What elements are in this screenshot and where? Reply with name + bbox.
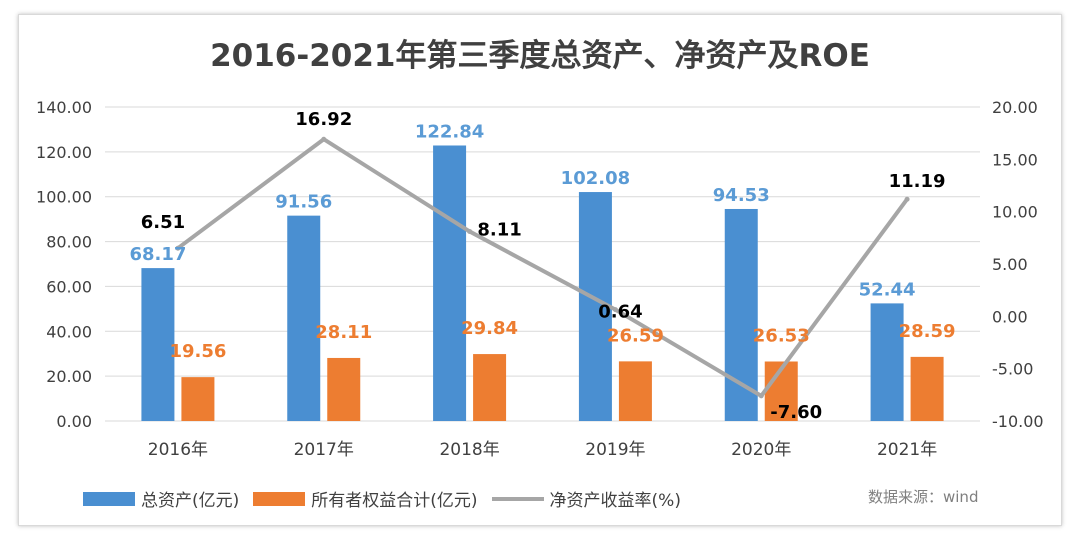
legend-item-roe: 净资产收益率(%) [491,486,681,511]
gridlines [105,106,980,422]
y-left-tick-label: 120.00 [36,143,92,162]
roe-point [612,307,618,313]
bar-equity [473,354,507,421]
data-label-equity: 29.84 [461,318,518,339]
data-label-total-assets: 122.84 [415,121,484,142]
roe-point [467,228,473,234]
legend-item-total-assets: 总资产(亿元) [83,486,239,511]
source-note: 数据来源：wind [868,488,979,506]
legend-label-total-assets: 总资产(亿元) [141,491,240,511]
y-right-tick-label: 20.00 [992,98,1038,117]
bar-equity [618,361,652,421]
x-tick-label: 2021年 [877,440,937,460]
data-label-equity: 28.59 [899,321,956,342]
data-label-equity: 19.56 [169,341,226,362]
bar-total-assets [870,303,904,421]
y-right-tick-label: 15.00 [992,150,1038,169]
legend-item-equity: 所有者权益合计(亿元) [253,486,478,511]
y-right-tick-label: -10.00 [992,412,1044,431]
legend-swatch-equity [253,491,306,506]
x-tick-label: 2016年 [148,440,208,460]
data-label-equity: 26.59 [607,325,664,346]
y-left-tick-label: 60.00 [46,277,92,296]
axis-ticks: 0.00 20.00 40.00 60.00 80.00 100.00 120.00 140.… [36,98,1044,460]
legend: 总资产(亿元) 所有者权益合计(亿元) 净资产收益率(%) [83,486,695,511]
data-label-roe: -7.60 [770,402,822,423]
data-label-total-assets: 52.44 [859,279,916,300]
y-left-tick-label: 20.00 [46,367,92,386]
y-right-tick-label: 0.00 [992,307,1028,326]
data-label-equity: 26.53 [753,325,810,346]
bar-equity [910,356,944,421]
roe-line-layer [175,136,910,399]
data-label-total-assets: 102.08 [561,168,630,189]
roe-point [175,245,181,251]
data-label-roe: 0.64 [598,302,642,323]
bar-total-assets [433,145,467,421]
data-label-roe: 8.11 [477,219,521,240]
y-left-tick-label: 100.00 [36,188,92,207]
y-right-tick-label: 10.00 [992,203,1038,222]
legend-label-equity: 所有者权益合计(亿元) [311,491,478,511]
data-label-equity: 28.11 [315,322,372,343]
bar-total-assets [141,268,175,421]
y-left-tick-label: 0.00 [56,412,92,431]
y-left-tick-label: 140.00 [36,98,92,117]
roe-point [904,196,910,202]
x-tick-label: 2017年 [294,440,354,460]
legend-label-roe: 净资产收益率(%) [549,491,681,511]
data-label-total-assets: 68.17 [129,244,186,265]
roe-point [321,136,327,142]
bar-marks [141,145,944,421]
bar-equity [181,377,215,421]
y-left-tick-label: 40.00 [46,322,92,341]
roe-point [758,393,764,399]
data-label-roe: 16.92 [295,109,352,130]
legend-swatch-roe [491,496,544,501]
legend-swatch-total-assets [83,491,135,506]
x-tick-label: 2019年 [585,440,645,460]
data-label-total-assets: 91.56 [275,192,332,213]
roe-line [176,137,909,398]
data-label-total-assets: 94.53 [713,185,770,206]
y-right-tick-label: -5.00 [992,360,1033,379]
bar-total-assets [287,215,321,421]
data-label-roe: 6.51 [141,212,185,233]
x-tick-label: 2018年 [439,440,499,460]
data-labels: 68.17 91.56 122.84 102.08 94.53 52.44 19.56 28.… [129,109,955,423]
y-right-tick-label: 5.00 [992,255,1028,274]
x-tick-label: 2020年 [731,440,791,460]
chart-title: 2016-2021年第三季度总资产、净资产及ROE [210,38,870,74]
bar-equity [327,357,361,421]
data-label-roe: 11.19 [889,171,946,192]
y-left-tick-label: 80.00 [46,233,92,252]
